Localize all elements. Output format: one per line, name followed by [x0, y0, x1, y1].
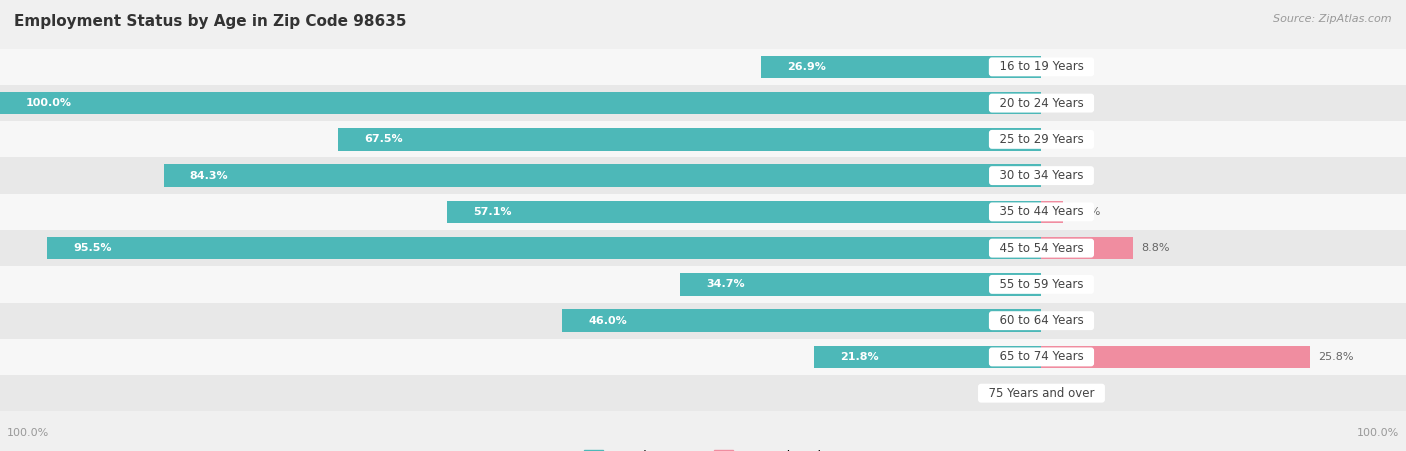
Text: 0.0%: 0.0%	[1050, 62, 1078, 72]
Text: 0.0%: 0.0%	[1050, 280, 1078, 290]
Bar	[1042, 345, 1310, 368]
Text: 25.8%: 25.8%	[1319, 352, 1354, 362]
Text: 100.0%: 100.0%	[27, 98, 72, 108]
Text: 2.1%: 2.1%	[1071, 207, 1099, 217]
Bar	[163, 164, 1042, 187]
FancyBboxPatch shape	[0, 49, 1406, 85]
FancyBboxPatch shape	[0, 157, 1406, 194]
Text: 0.0%: 0.0%	[1050, 316, 1078, 326]
Text: 67.5%: 67.5%	[364, 134, 404, 144]
Bar	[814, 345, 1042, 368]
Text: 21.8%: 21.8%	[841, 352, 879, 362]
Text: 35 to 44 Years: 35 to 44 Years	[991, 205, 1091, 218]
Text: 100.0%: 100.0%	[7, 428, 49, 438]
Text: 8.8%: 8.8%	[1142, 243, 1170, 253]
Text: 60 to 64 Years: 60 to 64 Years	[991, 314, 1091, 327]
Text: 95.5%: 95.5%	[73, 243, 111, 253]
Bar	[1042, 237, 1133, 259]
FancyBboxPatch shape	[0, 85, 1406, 121]
Text: 0.0%: 0.0%	[1050, 388, 1078, 398]
Text: 0.0%: 0.0%	[998, 388, 1026, 398]
Text: 100.0%: 100.0%	[1357, 428, 1399, 438]
FancyBboxPatch shape	[0, 194, 1406, 230]
Bar	[1042, 201, 1063, 223]
FancyBboxPatch shape	[0, 303, 1406, 339]
Bar	[447, 201, 1042, 223]
Text: 65 to 74 Years: 65 to 74 Years	[991, 350, 1091, 364]
Text: 30 to 34 Years: 30 to 34 Years	[993, 169, 1091, 182]
Text: 46.0%: 46.0%	[589, 316, 627, 326]
Text: 0.0%: 0.0%	[1050, 170, 1078, 180]
Text: 0.0%: 0.0%	[1050, 98, 1078, 108]
Text: 16 to 19 Years: 16 to 19 Years	[991, 60, 1091, 74]
Text: 20 to 24 Years: 20 to 24 Years	[991, 97, 1091, 110]
Text: 84.3%: 84.3%	[190, 170, 228, 180]
Text: 75 Years and over: 75 Years and over	[981, 387, 1102, 400]
Text: 0.0%: 0.0%	[1050, 134, 1078, 144]
Bar	[46, 237, 1042, 259]
Text: 34.7%: 34.7%	[706, 280, 745, 290]
Text: 26.9%: 26.9%	[787, 62, 827, 72]
FancyBboxPatch shape	[0, 339, 1406, 375]
FancyBboxPatch shape	[0, 375, 1406, 411]
Text: 55 to 59 Years: 55 to 59 Years	[993, 278, 1091, 291]
Bar	[681, 273, 1042, 296]
FancyBboxPatch shape	[0, 266, 1406, 303]
Text: 45 to 54 Years: 45 to 54 Years	[991, 242, 1091, 255]
Text: Source: ZipAtlas.com: Source: ZipAtlas.com	[1274, 14, 1392, 23]
Text: Employment Status by Age in Zip Code 98635: Employment Status by Age in Zip Code 986…	[14, 14, 406, 28]
Text: 57.1%: 57.1%	[472, 207, 512, 217]
FancyBboxPatch shape	[0, 121, 1406, 157]
Legend: In Labor Force, Unemployed: In Labor Force, Unemployed	[579, 445, 827, 451]
FancyBboxPatch shape	[0, 230, 1406, 266]
Bar	[761, 55, 1042, 78]
Bar	[339, 128, 1042, 151]
Bar	[562, 309, 1042, 332]
Bar	[0, 92, 1042, 115]
Text: 25 to 29 Years: 25 to 29 Years	[991, 133, 1091, 146]
